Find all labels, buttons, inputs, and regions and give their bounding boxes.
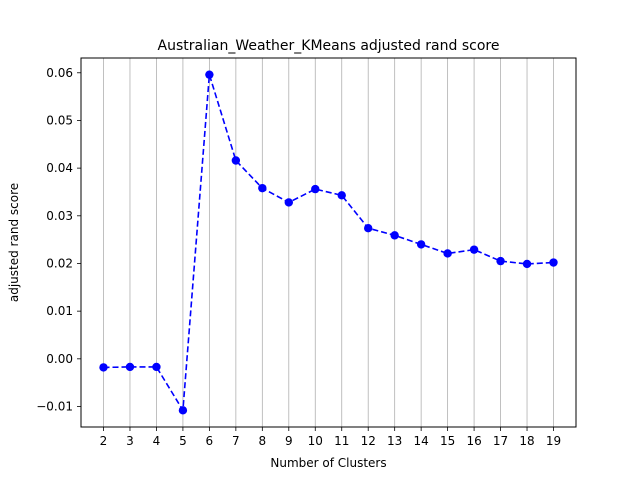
data-point <box>549 258 558 267</box>
data-point <box>284 198 293 207</box>
x-tick-label: 15 <box>440 434 455 448</box>
x-tick-label: 18 <box>519 434 534 448</box>
data-series <box>99 70 558 415</box>
data-point <box>125 362 135 372</box>
x-tick-label: 9 <box>285 434 293 448</box>
x-axis-label: Number of Clusters <box>270 456 386 470</box>
data-point <box>311 184 320 194</box>
y-tick-label: 0.02 <box>46 256 73 270</box>
data-point <box>416 240 426 249</box>
y-tick-label: 0.01 <box>46 304 73 318</box>
x-tick-label: 16 <box>466 434 481 448</box>
series-line <box>103 74 554 413</box>
data-point <box>205 70 214 79</box>
x-tick-label: 2 <box>100 434 108 448</box>
chart-title: Australian_Weather_KMeans adjusted rand … <box>158 38 500 54</box>
x-tick-label: 10 <box>308 434 323 448</box>
data-point <box>178 406 188 415</box>
data-point <box>258 183 267 193</box>
x-axis: 2 3 4 5 6 7 8 9 10 11 12 13 14 15 16 17 18 19 <box>100 427 561 448</box>
x-tick-label: 5 <box>179 434 187 448</box>
x-tick-label: 14 <box>414 434 429 448</box>
x-tick-label: 19 <box>546 434 561 448</box>
x-tick-label: 7 <box>232 434 240 448</box>
y-tick-label: 0.00 <box>46 352 73 366</box>
plot-frame <box>80 57 577 428</box>
data-point <box>364 223 373 233</box>
y-tick-label: 0.05 <box>46 113 73 127</box>
y-axis-label: adjusted rand score <box>7 183 21 302</box>
data-point <box>337 191 346 200</box>
x-tick-label: 6 <box>206 434 214 448</box>
data-point <box>231 156 241 165</box>
data-point <box>443 249 452 258</box>
x-tick-label: 11 <box>334 434 349 448</box>
data-point <box>152 362 161 372</box>
data-point <box>522 259 532 269</box>
data-point <box>390 231 399 240</box>
y-axis: −0.01 0.00 0.01 0.02 0.03 0.04 0.05 0.06 <box>36 66 81 414</box>
data-point <box>99 363 108 372</box>
x-tick-label: 13 <box>387 434 402 448</box>
x-tick-label: 4 <box>153 434 161 448</box>
data-point <box>496 256 505 266</box>
y-tick-label: 0.03 <box>46 209 73 223</box>
x-tick-label: 3 <box>126 434 134 448</box>
y-tick-label: 0.06 <box>46 66 73 80</box>
y-tick-label: 0.04 <box>46 161 73 175</box>
y-tick-label: −0.01 <box>36 400 73 414</box>
x-tick-label: 17 <box>493 434 508 448</box>
x-tick-label: 12 <box>361 434 376 448</box>
data-point <box>469 245 479 254</box>
x-tick-label: 8 <box>259 434 267 448</box>
